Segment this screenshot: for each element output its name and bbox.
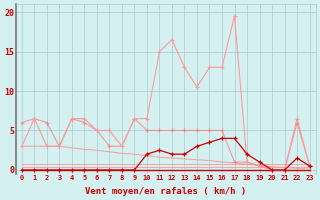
X-axis label: Vent moyen/en rafales ( km/h ): Vent moyen/en rafales ( km/h ) xyxy=(85,187,246,196)
